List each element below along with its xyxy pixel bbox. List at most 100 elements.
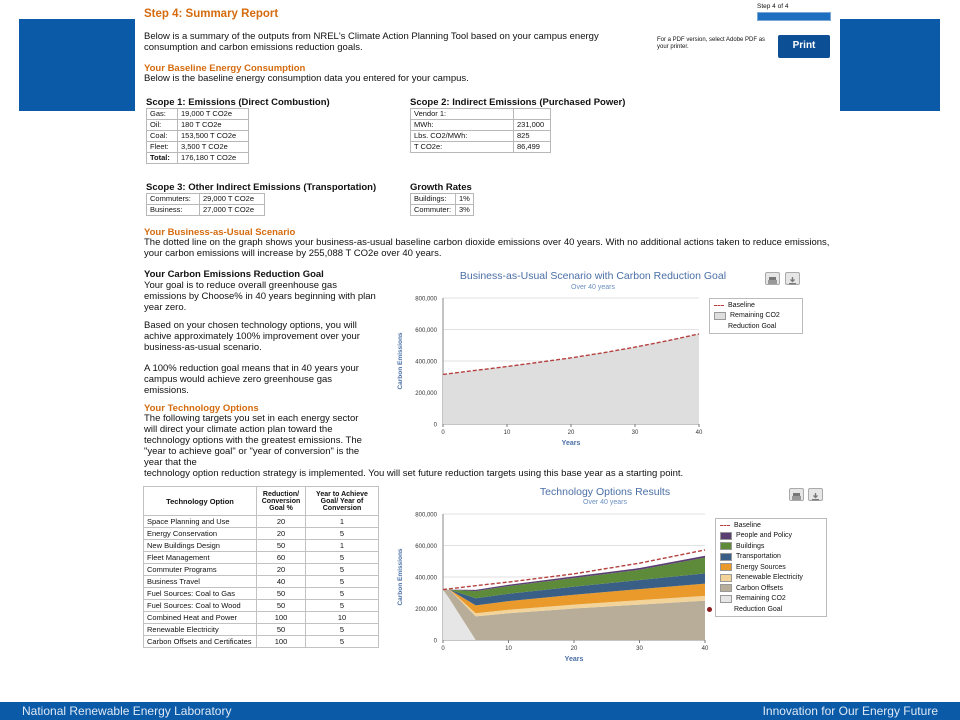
- x-tick-label: 40: [696, 430, 703, 436]
- print-button[interactable]: Print: [778, 35, 830, 58]
- tech-year-value: 10: [305, 611, 379, 624]
- tech-option-name: Energy Conservation: [143, 527, 257, 540]
- series-area-remaining-co2: [443, 589, 705, 640]
- row-label: Oil:: [146, 119, 178, 131]
- legend-label: Transportation: [736, 553, 781, 561]
- baseline-heading: Your Baseline Energy Consumption: [144, 63, 306, 74]
- tech-goal-value: 40: [256, 575, 306, 588]
- series-area-buildings: [443, 557, 705, 599]
- series-area-carbon-offsets: [443, 589, 705, 640]
- scope2-table: Vendor 1: MWh: 231,000 Lbs. CO2/MWh: 825 T C…: [410, 108, 551, 153]
- legend-item: Reduction Goal: [716, 604, 826, 615]
- series-line-baseline: [442, 333, 700, 376]
- tech-chart: Technology Options Results Over 40 years…: [395, 484, 835, 664]
- legend-swatch: [720, 563, 732, 572]
- chart2-subtitle: Over 40 years: [583, 499, 627, 506]
- legend-swatch: [714, 311, 726, 320]
- row-label: Commuters:: [146, 193, 200, 205]
- tech-year-value: 5: [305, 527, 379, 540]
- row-label: Buildings:: [410, 193, 456, 205]
- legend-swatch: [720, 584, 732, 593]
- series-line-baseline: [442, 549, 706, 591]
- right-brand-block: [840, 19, 940, 111]
- x-tick-label: 30: [636, 646, 643, 652]
- x-tick-label: 0: [441, 646, 445, 652]
- table-row: Combined Heat and Power 100 10: [143, 611, 379, 624]
- x-axis-label: Years: [565, 656, 584, 662]
- legend-item: Baseline: [710, 300, 802, 311]
- row-value: 231,000: [513, 119, 551, 131]
- tech-year-value: 5: [305, 599, 379, 612]
- tech-goal-value: 20: [256, 527, 306, 540]
- table-row: Commuter Programs 20 5: [143, 563, 379, 576]
- legend-item: Baseline: [716, 520, 826, 531]
- row-value: 176,180 T CO2e: [177, 152, 249, 164]
- tech-option-name: New Buildings Design: [143, 539, 257, 552]
- tech-year-value: 5: [305, 551, 379, 564]
- y-tick-label: 200,000: [415, 607, 437, 613]
- legend-item: Energy Sources: [716, 562, 826, 573]
- y-tick-label: 200,000: [415, 391, 437, 397]
- y-axis-label: Carbon Emissions: [397, 332, 404, 389]
- bau-heading: Your Business-as-Usual Scenario: [144, 227, 296, 238]
- legend-item: Buildings: [716, 541, 826, 552]
- table-row: Coal: 153,500 T CO2e: [146, 130, 249, 142]
- tech-option-name: Carbon Offsets and Certificates: [143, 635, 257, 648]
- reduction-goal-marker: [707, 607, 712, 612]
- legend-label: People and Policy: [736, 532, 793, 540]
- row-label: Total:: [146, 152, 178, 164]
- table-row: Business Travel 40 5: [143, 575, 379, 588]
- table-row: Space Planning and Use 20 1: [143, 515, 379, 528]
- download-icon[interactable]: [808, 488, 823, 501]
- scope3-title: Scope 3: Other Indirect Emissions (Trans…: [146, 182, 377, 193]
- row-value: 180 T CO2e: [177, 119, 249, 131]
- legend-label: Reduction Goal: [734, 605, 783, 613]
- row-value: 86,499: [513, 141, 551, 153]
- x-axis-label: Years: [562, 440, 581, 447]
- table-row: Vendor 1:: [410, 108, 551, 120]
- legend-item: Carbon Offsets: [716, 583, 826, 594]
- tech-option-name: Commuter Programs: [143, 563, 257, 576]
- table-row: Oil: 180 T CO2e: [146, 119, 249, 131]
- table-row: Lbs. CO2/MWh: 825: [410, 130, 551, 142]
- y-tick-label: 400,000: [415, 360, 437, 366]
- series-area-renewable-electricity: [443, 589, 705, 617]
- tech-goal-value: 50: [256, 623, 306, 636]
- x-tick-label: 30: [632, 430, 639, 436]
- legend-item: Transportation: [716, 552, 826, 563]
- table-row: MWh: 231,000: [410, 119, 551, 131]
- tech-goal-value: 50: [256, 539, 306, 552]
- y-tick-label: 800,000: [415, 513, 437, 519]
- chart2-legend: Baseline People and Policy Buildings Transp…: [707, 518, 827, 617]
- tech-year-value: 5: [305, 623, 379, 636]
- footer-left-text: National Renewable Energy Laboratory: [22, 704, 232, 718]
- table-row: Commuters: 29,000 T CO2e: [146, 193, 265, 205]
- legend-swatch: [720, 594, 732, 603]
- print-icon[interactable]: [789, 488, 804, 501]
- row-label: Business:: [146, 204, 200, 216]
- legend-label: Baseline: [728, 301, 755, 309]
- x-tick-label: 0: [441, 430, 445, 436]
- row-label: Commuter:: [410, 204, 456, 216]
- chart2-plot: 0 200,000 400,000 600,000 800,000 0 10 20 30 40 Ye…: [397, 513, 709, 663]
- legend-label: Remaining CO2: [730, 312, 780, 320]
- legend-swatch: [714, 323, 724, 329]
- legend-label: Reduction Goal: [728, 322, 777, 330]
- table-row: Business: 27,000 T CO2e: [146, 204, 265, 216]
- row-label: Gas:: [146, 108, 178, 120]
- bau-text: The dotted line on the graph shows your …: [144, 237, 830, 259]
- tech-goal-value: 50: [256, 587, 306, 600]
- baseline-text: Below is the baseline energy consumption…: [144, 73, 469, 84]
- chart1-legend: Baseline Remaining CO2 Reduction Goal: [709, 298, 803, 334]
- table-header-row: Technology Option Reduction/ Conversion …: [143, 486, 379, 516]
- table-row: Fleet Management 60 5: [143, 551, 379, 564]
- tech-goal-value: 20: [256, 563, 306, 576]
- tech-goal-value: 60: [256, 551, 306, 564]
- download-icon[interactable]: [785, 272, 800, 285]
- table-row: Energy Conservation 20 5: [143, 527, 379, 540]
- print-icon[interactable]: [765, 272, 780, 285]
- row-label: Coal:: [146, 130, 178, 142]
- y-tick-label: 0: [434, 639, 438, 645]
- tech-year-value: 1: [305, 515, 379, 528]
- row-label: Lbs. CO2/MWh:: [410, 130, 514, 142]
